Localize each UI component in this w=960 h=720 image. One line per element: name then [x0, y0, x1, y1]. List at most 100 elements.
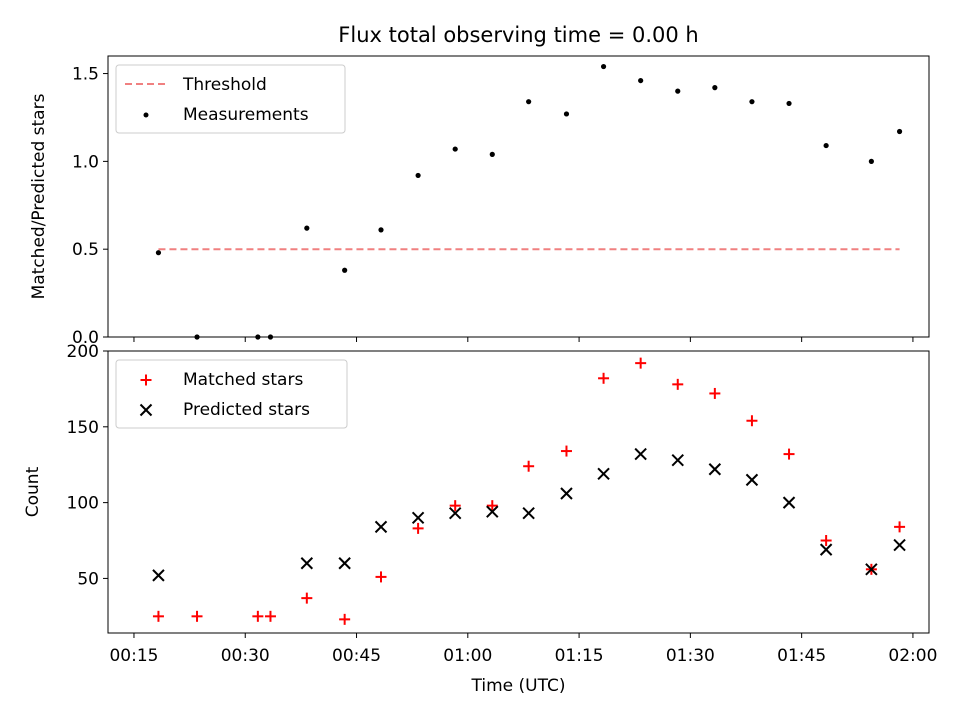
predicted-stars-point: [152, 569, 165, 582]
predicted-stars-point-b: [486, 505, 499, 518]
measurement-point: [378, 227, 384, 233]
bottom-y-tick-label: 150: [67, 418, 99, 438]
predicted-stars-point: [819, 543, 833, 556]
predicted-stars-point: [634, 447, 647, 461]
bottom-y-tick-label: 200: [67, 342, 99, 362]
matched-stars-point: [339, 613, 351, 625]
bottom-x-axis-label: Time (UTC): [471, 676, 566, 696]
top-y-tick-label: 0.5: [72, 240, 99, 260]
measurement-point: [194, 334, 200, 340]
measurement-point: [896, 128, 903, 135]
predicted-stars-point: [708, 463, 722, 476]
legend-predicted-marker: [139, 403, 153, 417]
legend-matched-marker: [140, 374, 152, 386]
predicted-stars-point-b: [597, 467, 610, 481]
measurement-point: [452, 146, 458, 152]
predicted-stars-point: [486, 505, 499, 518]
measurement-point: [786, 100, 792, 107]
legend-predicted-stars-label: Predicted stars: [183, 400, 310, 420]
bottom-legend-box: [115, 359, 348, 429]
top-plot-area: 0.0 0.5 1.0 1.5: [72, 55, 930, 348]
measurement-point: [600, 63, 607, 70]
legend-measurements-swatch: [143, 112, 149, 118]
predicted-stars-point-b: [152, 569, 165, 582]
top-y-tick-label: 1.0: [72, 152, 99, 172]
predicted-stars-point: [597, 467, 610, 481]
bottom-x-tick-label: 00:45: [332, 646, 381, 666]
bottom-x-tick-label: 01:30: [666, 646, 715, 666]
predicted-stars-point: [300, 557, 314, 570]
predicted-stars-point: [745, 473, 759, 487]
bottom-x-tick-label: 01:45: [777, 646, 826, 666]
bottom-legend: Matched stars Predicted stars: [115, 359, 348, 429]
measurement-point: [415, 172, 421, 179]
predicted-stars-point: [782, 496, 796, 509]
top-y-axis-label: Matched/Predicted stars: [29, 93, 49, 299]
matched-stars-point: [894, 521, 906, 533]
predicted-stars-point-b: [338, 557, 351, 570]
bottom-y-tick-label: 100: [67, 494, 99, 514]
matched-stars-point: [301, 592, 313, 604]
predicted-stars-point: [893, 538, 906, 552]
legend-measurements-label: Measurements: [183, 105, 309, 125]
predicted-stars-point-b: [893, 538, 906, 552]
bottom-axes-frame: [107, 350, 930, 634]
measurement-point: [342, 267, 348, 273]
bottom-x-tick-label: 01:00: [443, 646, 492, 666]
measurement-point: [638, 77, 644, 84]
predicted-stars-point: [448, 507, 462, 520]
predicted-stars-point-b: [300, 557, 314, 570]
predicted-stars-point-b: [522, 507, 535, 520]
legend-matched-stars-label: Matched stars: [183, 370, 303, 390]
matched-stars-point: [820, 535, 832, 547]
bottom-y-axis-label: Count: [23, 466, 43, 517]
bottom-plot-area: 50 100 150 200 00:15 00:30 00:45 01:00 01:15 01:3…: [67, 342, 938, 666]
predicted-stars-point-b: [448, 507, 462, 520]
matched-stars-point: [635, 357, 647, 369]
matched-stars-point: [560, 445, 572, 457]
measurement-point: [267, 334, 274, 340]
measurement-point: [749, 99, 755, 105]
matched-stars-point: [709, 387, 721, 399]
top-chart-title: Flux total observing time = 0.00 h: [338, 23, 698, 47]
predicted-stars-point: [671, 453, 684, 467]
measurement-point: [304, 225, 310, 231]
bottom-x-tick-label: 02:00: [888, 646, 937, 666]
predicted-stars-point: [865, 563, 878, 576]
matched-stars-point: [486, 500, 498, 512]
measurement-point: [675, 88, 681, 94]
measurement-point: [563, 111, 570, 117]
predicted-stars-point-b: [745, 473, 759, 487]
top-y-tick-label: 0.0: [72, 328, 99, 348]
matched-stars-point: [783, 448, 795, 460]
predicted-stars-point-b: [782, 496, 796, 509]
legend-matched-stars-swatch: [140, 374, 152, 386]
predicted-stars-point-b: [374, 520, 388, 534]
predicted-stars-point-b: [865, 563, 878, 576]
predicted-stars-point-b: [634, 447, 647, 461]
measurement-point: [255, 334, 261, 340]
measurement-point: [712, 85, 718, 91]
predicted-stars-point-b: [671, 453, 684, 467]
bottom-y-tick-label: 50: [77, 569, 99, 589]
predicted-stars-point: [374, 520, 388, 534]
measurement-point: [155, 250, 162, 256]
legend-predicted-marker-b: [139, 403, 153, 417]
top-y-tick-label: 1.5: [72, 65, 99, 85]
matched-stars-point: [523, 460, 535, 472]
measurement-point: [823, 142, 829, 149]
matched-stars-point: [598, 372, 610, 384]
predicted-stars-point-b: [819, 543, 833, 556]
measurement-point: [489, 151, 495, 157]
top-legend: Threshold Measurements: [115, 64, 346, 134]
matched-stars-point: [672, 378, 684, 390]
matched-stars-point: [152, 610, 164, 622]
bottom-x-tick-label: 00:30: [221, 646, 270, 666]
bottom-x-tick-label: 01:15: [555, 646, 604, 666]
top-axes-frame: [107, 55, 930, 338]
matched-stars-point: [252, 610, 264, 622]
matched-stars-point: [191, 610, 203, 622]
top-legend-box: [115, 64, 346, 134]
measurement-point: [526, 99, 532, 105]
